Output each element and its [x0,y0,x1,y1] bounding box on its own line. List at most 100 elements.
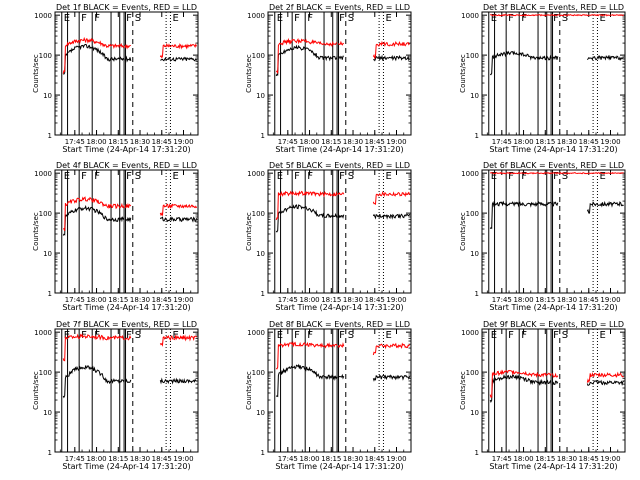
x-tick-label: 17:45 [492,138,512,146]
panel-det-3: Det 3f BLACK = Events, RED = LLD 1 10 100 10… [459,3,626,154]
x-tick-label: 18:30 [343,296,363,304]
x-tick-label: 18:45 [579,455,599,463]
marker-label: E [64,171,70,182]
marker-label: S [135,330,141,341]
panel-det-4: Det 4f BLACK = Events, RED = LLD 1 10 100 10… [32,161,199,312]
series-events [124,55,132,63]
marker-label: F [294,171,300,182]
panel-det-7: Det 7f BLACK = Events, RED = LLD 1 10 100 10… [32,320,199,471]
x-tick-label: 18:30 [130,138,150,146]
x-tick-label: 18:15 [108,296,128,304]
x-tick-label: 19:00 [173,455,193,463]
plot-frame [54,169,199,294]
series-lld [275,340,338,370]
series-events [337,55,344,60]
marker-label: F [339,330,345,341]
x-axis-label: Start Time (24-Apr-14 17:31:20) [489,145,617,154]
marker-label: F [81,171,87,182]
series-events [372,374,411,382]
series-lld [62,333,125,362]
series-lld [275,190,338,221]
panel-title: Det 1f BLACK = Events, RED = LLD [56,3,197,12]
series-events [337,373,345,380]
y-tick-label: 1000 [247,12,265,20]
marker-label: S [562,13,568,24]
x-tick-label: 18:45 [152,455,172,463]
x-axis-label: Start Time (24-Apr-14 17:31:20) [62,303,190,312]
panel-title: Det 3f BLACK = Events, RED = LLD [483,3,624,12]
x-tick-label: 17:45 [65,296,85,304]
marker-label: F [339,171,345,182]
series-lld [586,371,624,383]
marker-label: S [135,171,141,182]
y-tick-label: 10 [256,250,265,258]
marker-label: E [599,330,605,341]
panel-det-5: Det 5f BLACK = Events, RED = LLD 1 10 100 10… [245,161,412,312]
y-tick-label: 10 [43,92,52,100]
series-events [551,201,559,207]
plot-frame [267,328,412,453]
x-tick-label: 18:45 [152,296,172,304]
marker-label: F [339,13,345,24]
x-tick-label: 18:45 [579,296,599,304]
marker-label: F [508,330,514,341]
y-axis-label: Counts/sec [32,371,40,410]
marker-label: S [348,171,354,182]
y-axis-label: Counts/sec [459,54,467,93]
y-tick-label: 100 [252,210,265,218]
marker-label: E [172,13,178,24]
x-tick-label: 18:30 [557,455,577,463]
x-tick-label: 18:15 [321,296,341,304]
x-tick-label: 17:45 [278,296,298,304]
x-tick-label: 19:00 [173,138,193,146]
y-axis-label: Counts/sec [245,212,253,251]
y-axis-label: Counts/sec [459,212,467,251]
series-lld [337,192,345,196]
series-lld [159,203,198,217]
y-tick-label: 100 [466,52,479,60]
panel-det-2: Det 2f BLACK = Events, RED = LLD 1 10 100 10… [245,3,412,154]
x-tick-label: 18:15 [108,455,128,463]
x-tick-label: 18:15 [321,138,341,146]
marker-label: S [135,13,141,24]
y-axis-label: Counts/sec [245,54,253,93]
y-tick-label: 1 [475,290,479,298]
marker-label: F [307,171,313,182]
series-lld [490,13,624,17]
series-lld [159,42,198,59]
y-tick-label: 1 [48,290,52,298]
x-tick-label: 18:00 [513,296,533,304]
marker-label: E [277,171,283,182]
y-tick-label: 1 [48,449,52,457]
series-events [337,213,345,219]
y-tick-label: 1000 [34,12,52,20]
marker-label: F [553,13,559,24]
marker-label: E [277,13,283,24]
y-tick-label: 1000 [461,329,479,337]
marker-label: E [491,330,497,341]
marker-label: E [277,330,283,341]
marker-label: F [307,13,313,24]
marker-label: F [508,13,514,24]
x-tick-label: 18:15 [535,296,555,304]
series-lld [337,342,345,348]
series-events [551,55,559,62]
marker-label: E [64,330,70,341]
series-events [275,204,338,233]
x-tick-label: 18:30 [343,138,363,146]
x-tick-label: 18:30 [130,455,150,463]
y-tick-label: 100 [39,52,52,60]
series-lld [124,44,131,50]
y-tick-label: 1000 [247,329,265,337]
series-lld [275,37,338,74]
x-tick-label: 18:00 [86,296,106,304]
series-events [62,204,125,236]
marker-label: F [553,330,559,341]
series-lld [337,40,344,46]
series-events [160,56,198,62]
plot-frame [267,11,412,136]
x-tick-label: 19:00 [600,296,620,304]
x-axis-label: Start Time (24-Apr-14 17:31:20) [489,303,617,312]
x-axis-label: Start Time (24-Apr-14 17:31:20) [62,145,190,154]
